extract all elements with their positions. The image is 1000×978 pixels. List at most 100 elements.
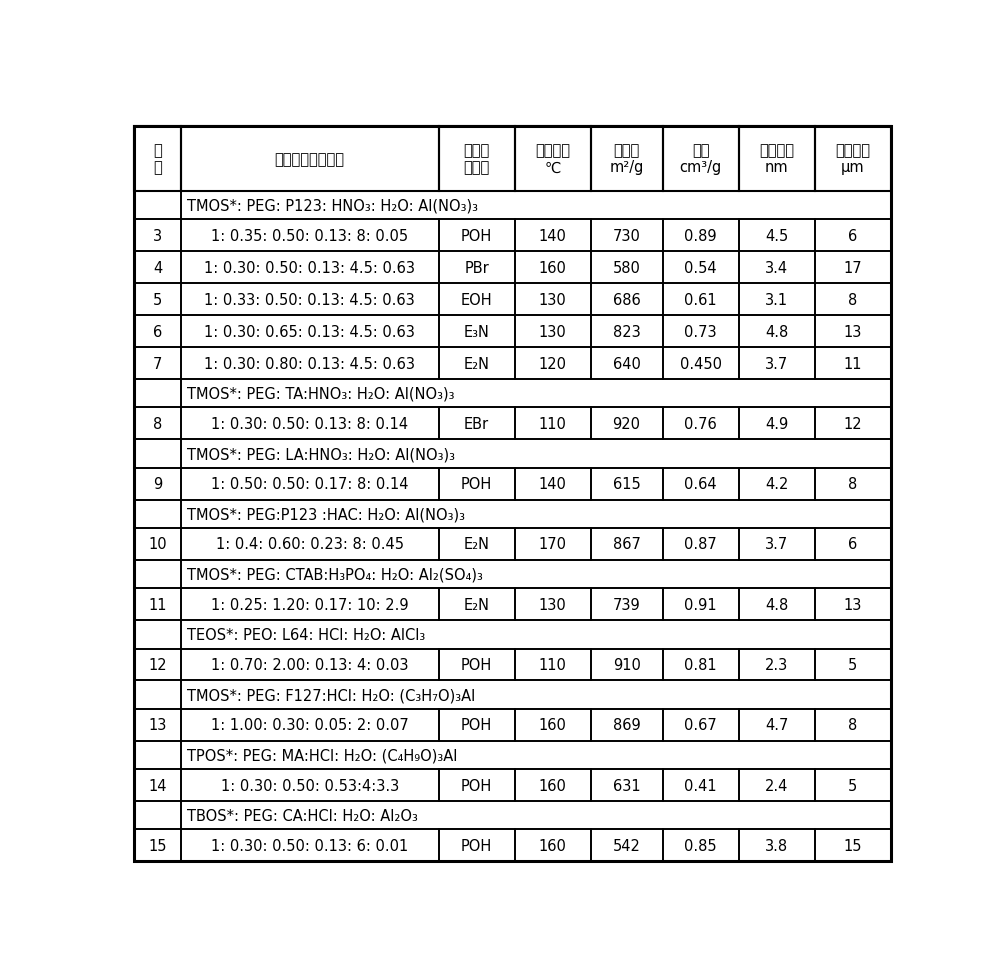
Bar (815, 126, 891, 192)
Text: 大孔孔径
μm: 大孔孔径 μm (835, 143, 870, 175)
Bar (134, 440, 181, 468)
Bar (663, 829, 739, 862)
Bar (815, 316, 891, 348)
Bar (181, 648, 439, 681)
Text: 晶化温度
℃: 晶化温度 ℃ (535, 143, 570, 175)
Text: 13: 13 (843, 325, 862, 339)
Text: POH: POH (461, 838, 492, 853)
Bar (134, 220, 181, 252)
Bar (181, 192, 891, 220)
Bar (181, 801, 891, 829)
Bar (815, 284, 891, 316)
Bar (439, 408, 515, 440)
Text: 140: 140 (539, 229, 567, 244)
Bar (439, 770, 515, 801)
Bar (181, 316, 439, 348)
Bar (739, 829, 815, 862)
Bar (591, 528, 663, 560)
Text: 1: 0.30: 0.65: 0.13: 4.5: 0.63: 1: 0.30: 0.65: 0.13: 4.5: 0.63 (204, 325, 415, 339)
Text: 8: 8 (153, 417, 162, 431)
Bar (134, 829, 181, 862)
Text: 17: 17 (843, 260, 862, 276)
Bar (663, 316, 739, 348)
Bar (515, 126, 591, 192)
Text: TMOS*: PEG:P123 :HAC: H₂O: Al(NO₃)₃: TMOS*: PEG:P123 :HAC: H₂O: Al(NO₃)₃ (187, 507, 465, 522)
Text: 0.89: 0.89 (684, 229, 717, 244)
Text: 10: 10 (148, 537, 167, 552)
Bar (134, 621, 181, 648)
Text: 0.76: 0.76 (684, 417, 717, 431)
Bar (515, 468, 591, 500)
Bar (181, 440, 891, 468)
Bar (515, 348, 591, 379)
Bar (591, 468, 663, 500)
Bar (181, 126, 439, 192)
Bar (515, 709, 591, 741)
Text: POH: POH (461, 657, 492, 672)
Text: 5: 5 (848, 778, 857, 793)
Text: 0.87: 0.87 (684, 537, 717, 552)
Text: 0.41: 0.41 (684, 778, 717, 793)
Bar (181, 681, 891, 709)
Text: 15: 15 (843, 838, 862, 853)
Text: 表面积
m²/g: 表面积 m²/g (609, 143, 644, 175)
Bar (815, 252, 891, 284)
Bar (181, 709, 439, 741)
Text: TMOS*: PEG: P123: HNO₃: H₂O: Al(NO₃)₃: TMOS*: PEG: P123: HNO₃: H₂O: Al(NO₃)₃ (187, 199, 478, 213)
Text: EOH: EOH (461, 292, 492, 307)
Bar (134, 126, 181, 192)
Text: 3.4: 3.4 (765, 260, 788, 276)
Bar (815, 468, 891, 500)
Text: 12: 12 (843, 417, 862, 431)
Text: POH: POH (461, 778, 492, 793)
Bar (134, 284, 181, 316)
Text: 130: 130 (539, 292, 567, 307)
Text: 1: 0.70: 2.00: 0.13: 4: 0.03: 1: 0.70: 2.00: 0.13: 4: 0.03 (211, 657, 408, 672)
Text: 4.7: 4.7 (765, 718, 788, 733)
Text: 869: 869 (613, 718, 640, 733)
Text: 3.7: 3.7 (765, 537, 788, 552)
Bar (815, 648, 891, 681)
Text: 739: 739 (613, 598, 640, 612)
Text: 160: 160 (539, 718, 567, 733)
Text: 8: 8 (848, 476, 857, 492)
Bar (815, 408, 891, 440)
Bar (181, 348, 439, 379)
Bar (515, 284, 591, 316)
Text: 4: 4 (153, 260, 162, 276)
Bar (134, 192, 181, 220)
Bar (739, 709, 815, 741)
Text: 160: 160 (539, 838, 567, 853)
Text: 580: 580 (613, 260, 641, 276)
Text: 130: 130 (539, 598, 567, 612)
Text: 920: 920 (613, 417, 641, 431)
Bar (815, 589, 891, 621)
Bar (739, 408, 815, 440)
Text: 3: 3 (153, 229, 162, 244)
Bar (181, 284, 439, 316)
Text: TBOS*: PEG: CA:HCl: H₂O: Al₂O₃: TBOS*: PEG: CA:HCl: H₂O: Al₂O₃ (187, 808, 418, 822)
Bar (815, 770, 891, 801)
Bar (591, 829, 663, 862)
Bar (134, 741, 181, 770)
Bar (663, 408, 739, 440)
Text: POH: POH (461, 229, 492, 244)
Bar (181, 408, 439, 440)
Bar (134, 500, 181, 528)
Text: 1: 0.30: 0.50: 0.13: 6: 0.01: 1: 0.30: 0.50: 0.13: 6: 0.01 (211, 838, 408, 853)
Bar (181, 829, 439, 862)
Bar (515, 528, 591, 560)
Text: 孔容
cm³/g: 孔容 cm³/g (679, 143, 722, 175)
Text: 8: 8 (848, 718, 857, 733)
Text: POH: POH (461, 476, 492, 492)
Text: TPOS*: PEG: MA:HCl: H₂O: (C₄H₉O)₃Al: TPOS*: PEG: MA:HCl: H₂O: (C₄H₉O)₃Al (187, 747, 457, 763)
Bar (515, 770, 591, 801)
Text: 120: 120 (539, 356, 567, 372)
Bar (739, 468, 815, 500)
Bar (739, 770, 815, 801)
Text: 1: 0.33: 0.50: 0.13: 4.5: 0.63: 1: 0.33: 0.50: 0.13: 4.5: 0.63 (204, 292, 415, 307)
Bar (591, 589, 663, 621)
Bar (739, 316, 815, 348)
Bar (739, 252, 815, 284)
Text: 631: 631 (613, 778, 640, 793)
